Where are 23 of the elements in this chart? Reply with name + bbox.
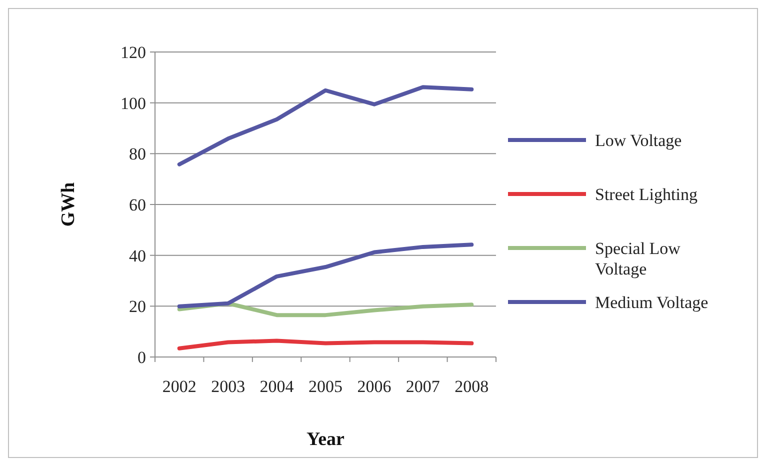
y-tick-label: 100 bbox=[120, 94, 146, 113]
legend-label: Medium Voltage bbox=[595, 292, 708, 312]
x-tick-label: 2008 bbox=[454, 377, 489, 396]
y-tick-label: 20 bbox=[129, 297, 146, 316]
x-tick-label: 2003 bbox=[211, 377, 246, 396]
x-tick-label: 2002 bbox=[162, 377, 196, 396]
line-series bbox=[177, 85, 474, 166]
y-axis-title: GWh bbox=[58, 182, 79, 227]
legend-label: Street Lighting bbox=[595, 184, 698, 204]
x-tick-label: 2005 bbox=[308, 377, 342, 396]
y-tick-label: 0 bbox=[138, 348, 146, 367]
line-series bbox=[177, 242, 474, 308]
legend-label: Special Low Voltage bbox=[595, 238, 682, 278]
y-tick-label: 120 bbox=[120, 42, 146, 62]
x-axis-title: Year bbox=[306, 429, 346, 450]
legend-label: Low Voltage bbox=[595, 130, 682, 150]
y-tick-label: 40 bbox=[129, 246, 146, 266]
x-tick-label: 2007 bbox=[406, 377, 440, 396]
x-tick-label: 2006 bbox=[357, 377, 392, 396]
line-series bbox=[177, 338, 474, 350]
x-tick-label: 2004 bbox=[260, 377, 294, 396]
y-tick-label: 80 bbox=[129, 144, 146, 164]
y-tick-label: 60 bbox=[129, 195, 146, 214]
